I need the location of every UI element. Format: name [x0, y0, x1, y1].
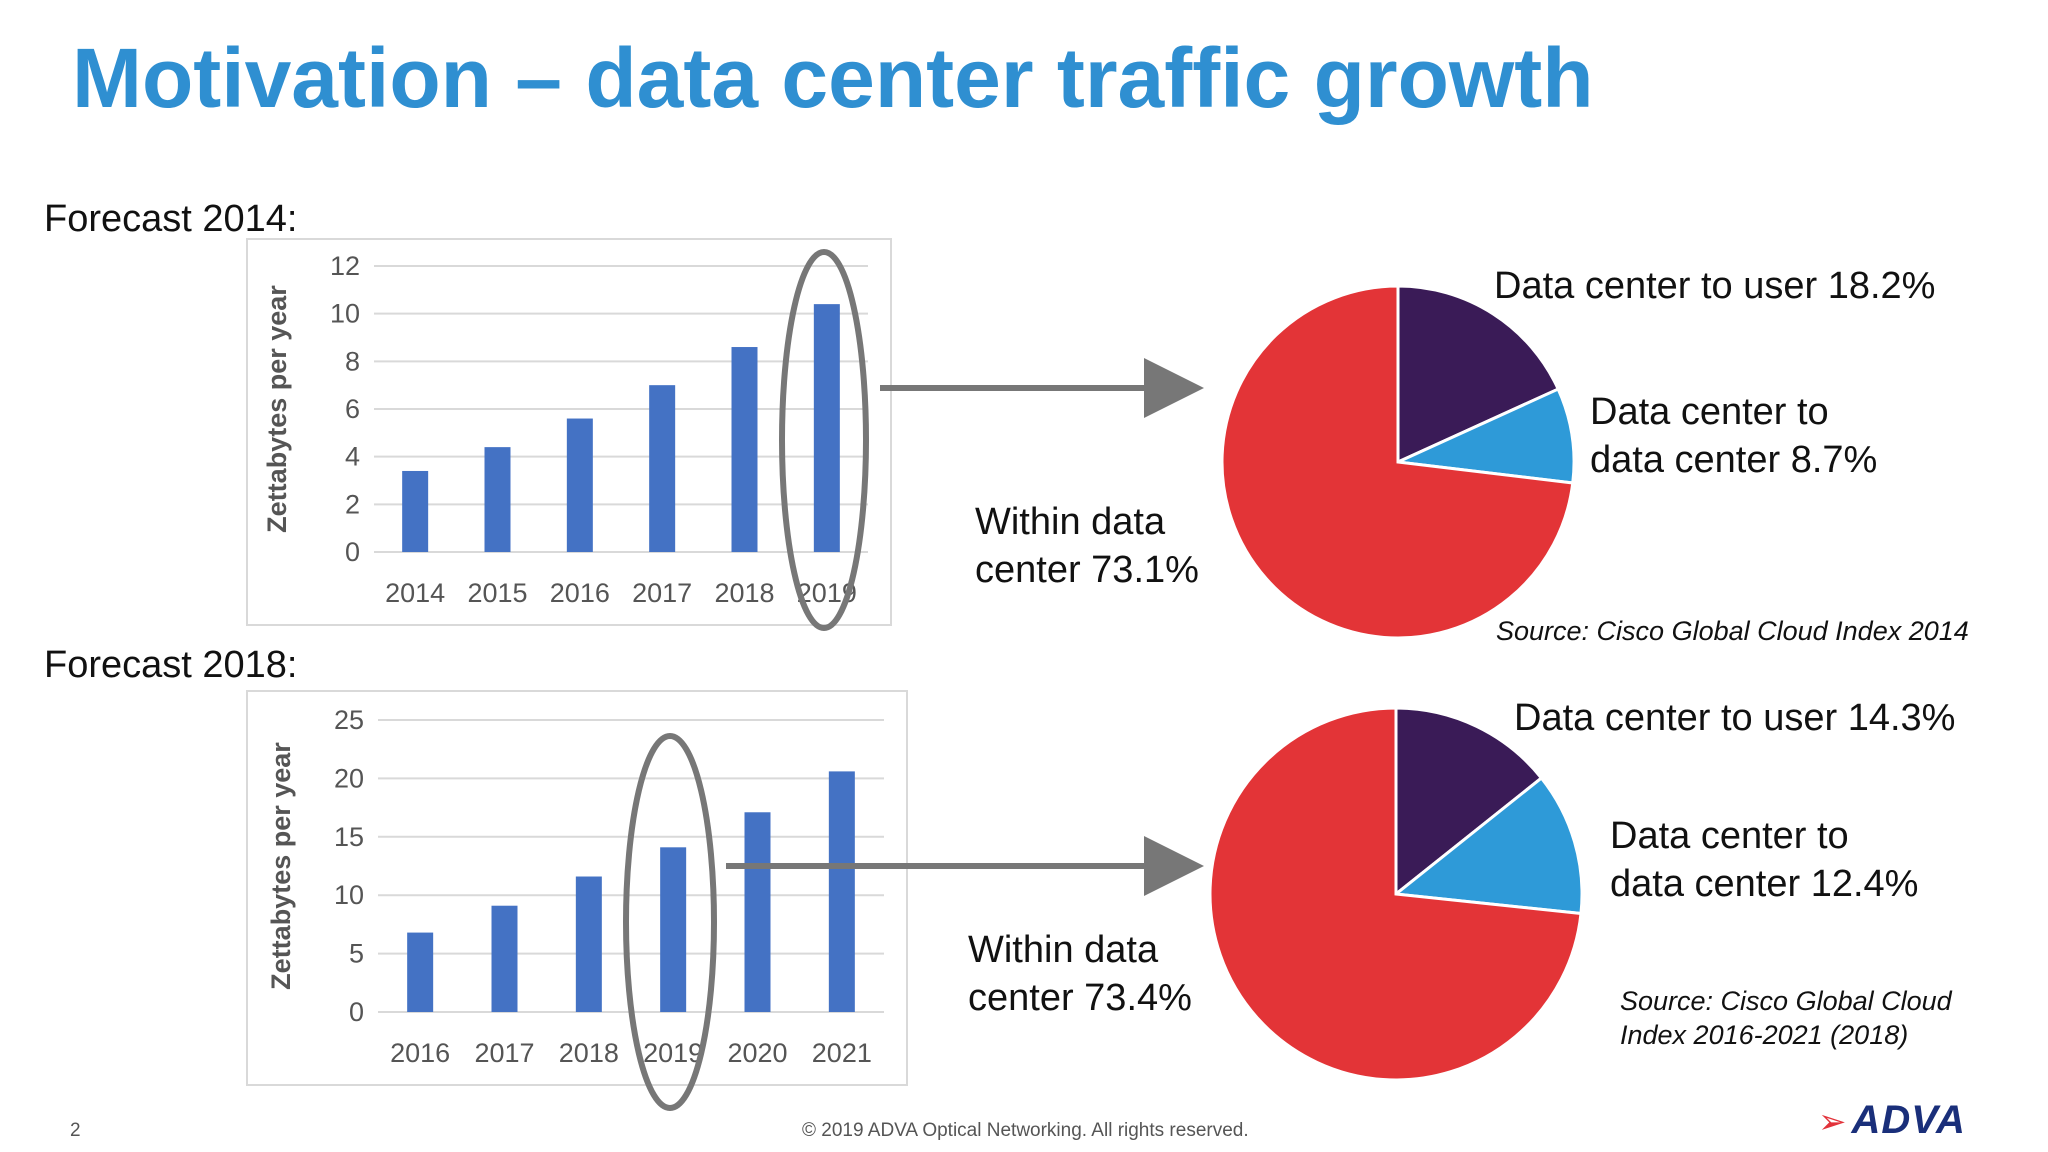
- pie1-label-within-line1: Within data: [975, 501, 1166, 543]
- bar-series-2018: 0 5 10 15 20 25 Zettabytes per year 2016 2017 201…: [266, 705, 884, 1068]
- logo-text: ADVA: [1851, 1098, 1966, 1142]
- bar: [660, 847, 687, 1012]
- bar: [731, 347, 758, 552]
- bar: [484, 447, 511, 552]
- y-tick-label: 0: [345, 537, 360, 567]
- x-tick-label: 2019: [643, 1038, 703, 1068]
- pie-chart-2018: [1208, 706, 1584, 1082]
- copyright-notice: © 2019 ADVA Optical Networking. All righ…: [802, 1120, 1249, 1141]
- y-tick-label: 10: [334, 880, 364, 910]
- pie2-label-dc-to-dc-line1: Data center to: [1610, 815, 1849, 857]
- y-tick-label: 12: [330, 251, 360, 281]
- y-tick-label: 8: [345, 346, 360, 376]
- bar: [575, 876, 602, 1012]
- bar: [402, 470, 429, 552]
- x-tick-label: 2018: [714, 578, 774, 608]
- y-tick-label: 6: [345, 394, 360, 424]
- x-tick-label: 2017: [632, 578, 692, 608]
- pie2-source-line2: Index 2016-2021 (2018): [1620, 1020, 1908, 1050]
- adva-logo: ➢ ADVA: [1818, 1098, 1966, 1143]
- y-axis-label: Zettabytes per year: [266, 742, 296, 990]
- bar: [828, 771, 855, 1012]
- x-tick-label: 2018: [559, 1038, 619, 1068]
- pie-slice-dc-to-user: [1394, 706, 1544, 898]
- pie-slice-dc-to-dc: [1392, 775, 1584, 916]
- x-tick-label: 2016: [390, 1038, 450, 1068]
- y-tick-label: 20: [334, 763, 364, 793]
- pie1-label-dc-to-dc-line2: data center 8.7%: [1590, 439, 1877, 481]
- highlight-2019-ellipse-2018: [623, 733, 717, 1111]
- y-axis-label: Zettabytes per year: [262, 285, 292, 533]
- x-tick-label: 2015: [467, 578, 527, 608]
- bar: [407, 932, 434, 1012]
- x-tick-label: 2020: [727, 1038, 787, 1068]
- x-tick-label: 2014: [385, 578, 445, 608]
- pie-slice-dc-to-dc: [1392, 387, 1576, 485]
- pie-slice-within-dc: [1220, 284, 1575, 640]
- bar: [744, 812, 771, 1012]
- y-tick-label: 2: [345, 489, 360, 519]
- bar: [649, 385, 676, 552]
- pie2-label-within-line1: Within data: [968, 929, 1159, 971]
- y-tick-label: 4: [345, 442, 360, 472]
- bar: [566, 418, 593, 552]
- bar-series-2014: 0 2 4 6 8 10 12 Zettabytes per year 2014 2015 2016…: [262, 251, 868, 608]
- pie1-label-dc-to-user: Data center to user 18.2%: [1494, 265, 1935, 307]
- pie2-label-within-line2: center 73.4%: [968, 977, 1192, 1019]
- pie2-label-dc-to-dc-line2: data center 12.4%: [1610, 863, 1918, 905]
- logo-mark-icon: ➢: [1818, 1103, 1848, 1141]
- x-tick-label: 2017: [474, 1038, 534, 1068]
- x-tick-label: 2016: [550, 578, 610, 608]
- y-tick-label: 0: [349, 997, 364, 1027]
- y-tick-label: 10: [330, 299, 360, 329]
- slide-title: Motivation – data center traffic growth: [72, 31, 1594, 125]
- forecast-2014-label: Forecast 2014:: [44, 198, 298, 240]
- x-tick-label: 2021: [812, 1038, 872, 1068]
- bar: [491, 905, 518, 1012]
- pie-slice-within-dc: [1208, 706, 1583, 1082]
- pie2-source-line1: Source: Cisco Global Cloud: [1620, 986, 1953, 1016]
- pie2-label-dc-to-user: Data center to user 14.3%: [1514, 697, 1955, 739]
- pie-slice-dc-to-user: [1396, 284, 1561, 465]
- y-tick-label: 25: [334, 705, 364, 735]
- pie1-label-dc-to-dc-line1: Data center to: [1590, 391, 1829, 433]
- y-tick-label: 5: [349, 939, 364, 969]
- forecast-2018-label: Forecast 2018:: [44, 644, 298, 686]
- highlight-2019-ellipse-2014: [779, 249, 869, 631]
- bar: [813, 304, 840, 552]
- pie-chart-2014: [1220, 284, 1576, 640]
- pie1-source: Source: Cisco Global Cloud Index 2014: [1496, 616, 1969, 646]
- pie1-label-within-line2: center 73.1%: [975, 549, 1199, 591]
- y-tick-label: 15: [334, 822, 364, 852]
- page-number: 2: [70, 1120, 81, 1141]
